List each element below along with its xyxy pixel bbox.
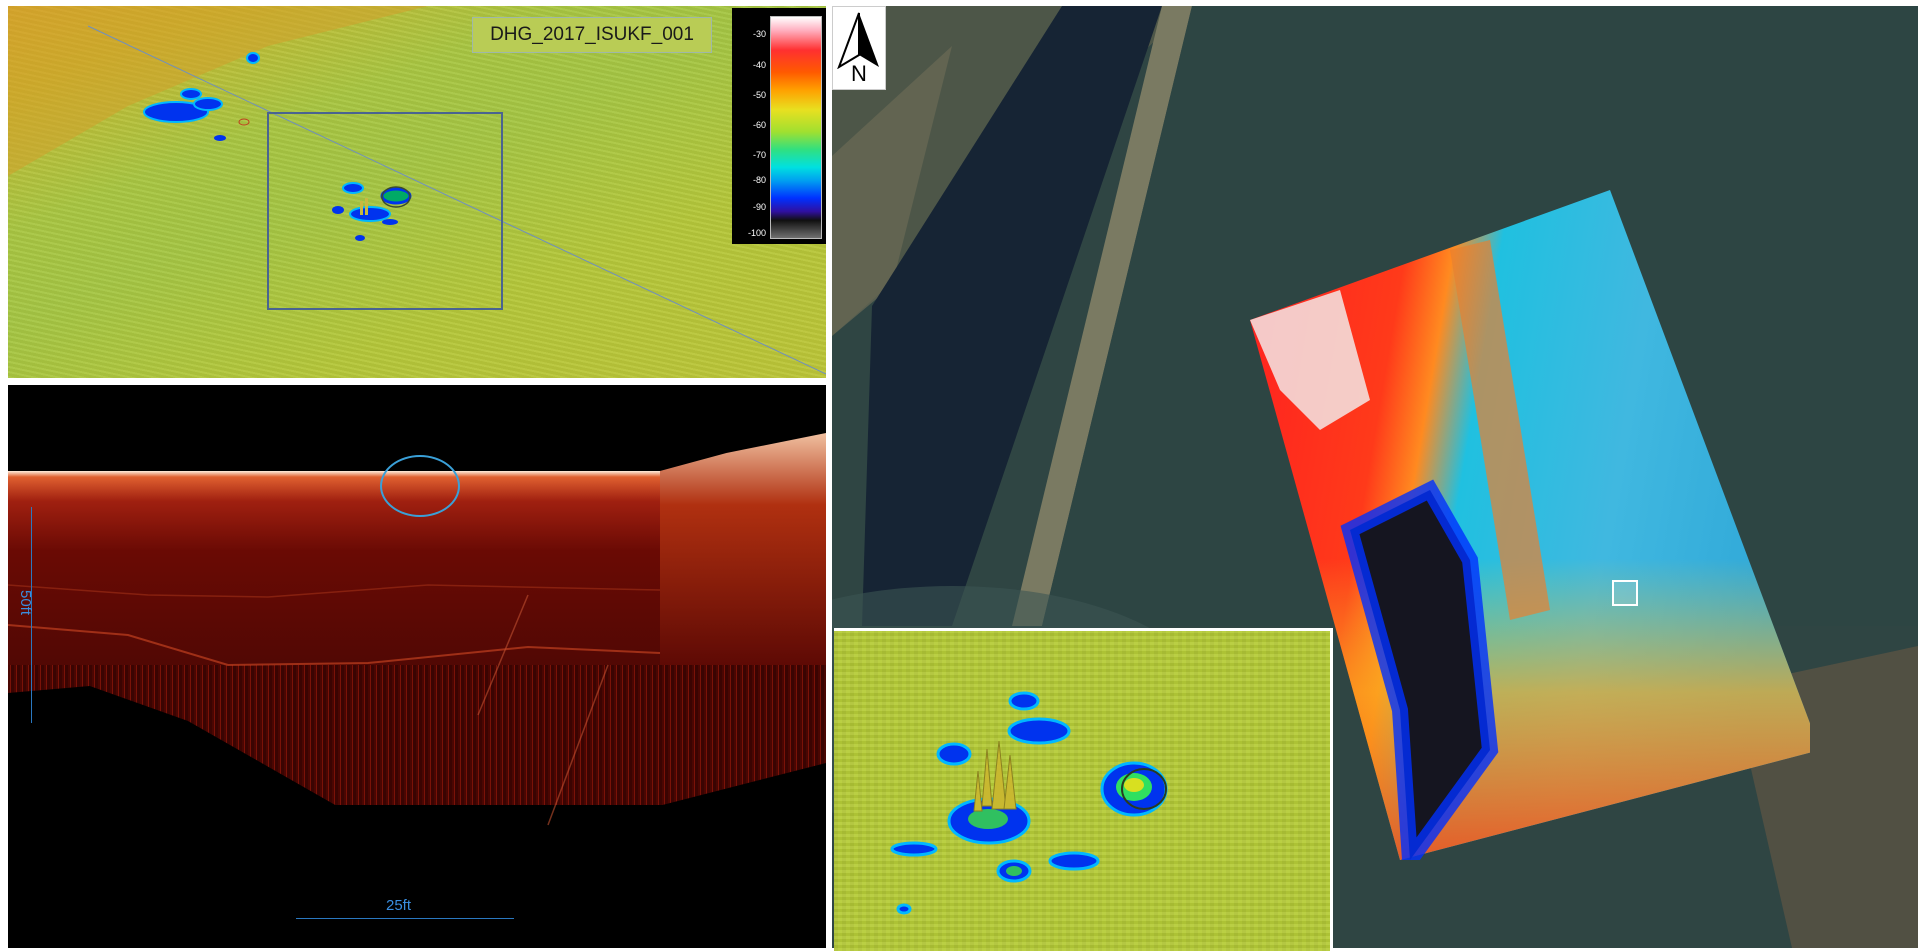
north-label: N (851, 61, 867, 86)
anomaly-cluster-1 (143, 52, 260, 141)
anomaly-zoom-inset (834, 628, 1333, 951)
colorbar-label: -100 (747, 228, 766, 238)
survey-title: DHG_2017_ISUKF_001 (472, 17, 712, 53)
inset-anomalies (890, 691, 1168, 915)
target-ellipse (380, 455, 460, 517)
sonar-profile-view: 50ft 25ft (8, 385, 826, 948)
colorbar-label: -80 (752, 175, 766, 185)
colorbar-label: -40 (752, 60, 766, 70)
north-arrow-icon: N (832, 6, 886, 90)
causeway (1012, 6, 1192, 626)
north-arrow-glyph (837, 12, 879, 69)
shallow-ridge (8, 6, 428, 176)
bathymetry-3d-view: DHG_2017_ISUKF_001 -30 -40 -50 -60 -70 -… (8, 6, 826, 378)
colorbar-ramp (770, 16, 822, 239)
depth-colorbar: -30 -40 -50 -60 -70 -80 -90 -100 (732, 8, 826, 244)
bathymetry-overlay (8, 6, 826, 375)
colorbar-label: -60 (752, 120, 766, 130)
anomaly-cluster-2 (332, 182, 412, 241)
survey-depth-mosaic (1250, 190, 1810, 860)
channel-water (862, 6, 1162, 626)
zoom-region-box (267, 112, 503, 310)
colorbar-label: -90 (752, 202, 766, 212)
colorbar-label: -70 (752, 150, 766, 160)
vertical-scale-bar (31, 507, 32, 723)
colorbar-label: -50 (752, 90, 766, 100)
inset-texture (834, 631, 1330, 951)
track-line (87, 25, 826, 375)
colorbar-label: -30 (752, 29, 766, 39)
vertical-scale-label: 50ft (17, 590, 34, 616)
horizontal-scale-bar (296, 918, 514, 919)
sonar-rising-seabed (660, 433, 826, 673)
horizontal-scale-label: 25ft (386, 897, 412, 914)
selection-marker-icon[interactable] (1612, 580, 1638, 606)
sonar-reflectors (8, 584, 661, 826)
